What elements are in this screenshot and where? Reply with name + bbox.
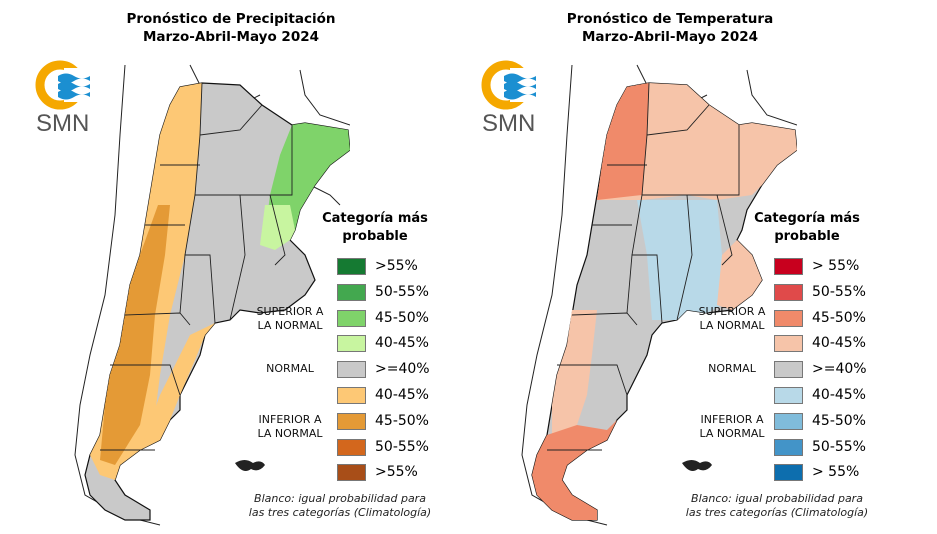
legend-group-inferior: INFERIOR A LA NORMAL	[699, 413, 765, 440]
legend-title: Categoría más probable	[310, 210, 440, 246]
province-borders	[100, 82, 293, 451]
legend-title-line-2: probable	[342, 229, 408, 244]
legend-label: 45-50%	[812, 412, 866, 429]
brazil-border	[309, 184, 341, 206]
legend-swatch	[337, 387, 366, 404]
legend-note-line-2: las tres categorías (Climatología)	[685, 506, 869, 519]
region-inferior-45-50	[100, 205, 170, 465]
legend-label: >55%	[375, 258, 418, 274]
legend-title-line-2: probable	[774, 229, 840, 244]
temperature-panel: Pronóstico de Temperatura Marzo-Abril-Ma…	[452, 0, 920, 534]
malvinas-islands	[235, 460, 265, 471]
smn-logo-icon	[481, 60, 540, 110]
legend-note: Blanco: igual probabilidad para las tres…	[667, 492, 887, 520]
smn-logo: SMN	[480, 60, 550, 140]
region-superior-45-50-northwest	[597, 83, 649, 200]
legend-title-line-1: Categoría más	[754, 211, 860, 226]
malvinas-islands	[682, 460, 712, 471]
legend-label: >55%	[375, 464, 418, 481]
legend-label: 50-55%	[812, 438, 866, 455]
precipitation-panel: Pronóstico de Precipitación Marzo-Abril-…	[0, 0, 468, 534]
region-superior-45-50-south	[532, 420, 617, 520]
precipitation-map	[74, 64, 350, 526]
legend-note-line-1: Blanco: igual probabilidad para	[691, 492, 863, 505]
legend-swatch	[337, 464, 366, 482]
legend-group-superior: SUPERIOR A LA NORMAL	[698, 305, 766, 332]
region-superior-40-45-southeast	[717, 240, 762, 310]
legend-swatch	[774, 309, 803, 327]
title-line-2: Marzo-Abril-Mayo 2024	[581, 29, 759, 45]
legend-swatch	[774, 258, 803, 275]
region-superior-40-45	[260, 205, 295, 250]
region-inferior-40-45-center	[637, 200, 722, 320]
legend-group-superior: SUPERIOR A LA NORMAL	[256, 305, 324, 332]
legend-swatch	[774, 464, 803, 482]
legend-swatch	[337, 438, 366, 456]
paraguay-border	[299, 69, 350, 126]
legend-swatch	[774, 283, 803, 301]
title-line-1: Pronóstico de Precipitación	[126, 11, 336, 27]
legend-note-line-2: las tres categorías (Climatología)	[248, 506, 432, 519]
smn-logo-text: SMN	[482, 110, 536, 137]
legend-label: > 55%	[812, 464, 860, 481]
legend-swatch	[774, 361, 803, 379]
legend-label: 45-50%	[375, 309, 429, 326]
paraguay-border	[746, 69, 797, 126]
legend-swatch	[337, 361, 366, 379]
legend-label: 40-45%	[812, 387, 866, 403]
legend-title: Categoría más probable	[742, 210, 872, 246]
temperature-title: Pronóstico de Temperatura Marzo-Abril-Ma…	[550, 10, 790, 46]
legend-swatch	[774, 438, 803, 456]
legend-swatch	[774, 387, 803, 404]
legend-swatch	[337, 335, 366, 353]
legend-group-normal: NORMAL	[708, 362, 756, 375]
legend-label: 45-50%	[375, 412, 429, 429]
legend-swatch	[337, 283, 366, 301]
legend-label: 50-55%	[375, 438, 429, 455]
legend-label: >=40%	[375, 361, 430, 378]
legend-label: 40-45%	[812, 335, 866, 352]
legend-group-normal: NORMAL	[266, 362, 314, 375]
legend-group-inferior: INFERIOR A LA NORMAL	[257, 413, 323, 440]
title-line-2: Marzo-Abril-Mayo 2024	[142, 29, 320, 45]
legend-label: 40-45%	[375, 387, 429, 403]
legend-swatch	[337, 412, 366, 430]
legend-label: 50-55%	[812, 283, 866, 300]
province-borders	[547, 82, 740, 451]
legend-swatch	[774, 335, 803, 353]
legend-swatch	[337, 258, 366, 275]
smn-logo-icon	[35, 60, 94, 110]
smn-logo: SMN	[34, 60, 104, 140]
title-line-1: Pronóstico de Temperatura	[566, 11, 774, 27]
temperature-map	[521, 64, 797, 526]
legend-note: Blanco: igual probabilidad para las tres…	[230, 492, 450, 520]
legend-swatch	[337, 309, 366, 327]
region-superior-40-45-west	[552, 310, 597, 435]
legend-note-line-1: Blanco: igual probabilidad para	[254, 492, 426, 505]
legend-swatch	[774, 412, 803, 430]
legend-label: >=40%	[812, 361, 867, 378]
legend-label: 40-45%	[375, 335, 429, 352]
precipitation-title: Pronóstico de Precipitación Marzo-Abril-…	[100, 10, 362, 46]
legend-label: 50-55%	[375, 283, 429, 300]
legend-label: > 55%	[812, 258, 860, 274]
legend-title-line-1: Categoría más	[322, 211, 428, 226]
smn-logo-text: SMN	[36, 110, 90, 137]
legend-label: 45-50%	[812, 309, 866, 326]
